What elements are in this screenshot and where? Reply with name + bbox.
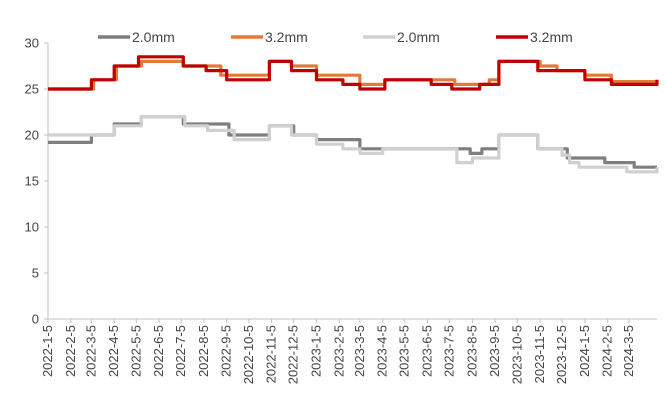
legend-label-1: 2.0mm bbox=[132, 29, 175, 45]
x-tick-label: 2023-7-5 bbox=[442, 325, 457, 377]
y-tick-label: 5 bbox=[32, 266, 39, 281]
x-tick-label: 2022-11-5 bbox=[264, 325, 279, 383]
x-tick-label: 2023-4-5 bbox=[375, 325, 390, 377]
legend-label-3: 2.0mm bbox=[397, 29, 440, 45]
x-tick-label: 2023-1-5 bbox=[308, 325, 323, 377]
y-tick-label: 20 bbox=[25, 128, 39, 143]
x-tick-label: 2024-2-5 bbox=[600, 325, 615, 377]
x-tick-label: 2022-7-5 bbox=[173, 325, 188, 377]
x-tick-label: 2023-8-5 bbox=[464, 325, 479, 377]
x-tick-label: 2023-9-5 bbox=[487, 325, 502, 377]
x-tick-label: 2022-4-5 bbox=[106, 325, 121, 377]
series-line-1 bbox=[48, 115, 657, 169]
x-tick-label: 2022-2-5 bbox=[63, 325, 78, 377]
y-tick-label: 15 bbox=[25, 174, 39, 189]
series-line-3 bbox=[48, 115, 659, 174]
x-tick-label: 2023-11-5 bbox=[532, 325, 547, 383]
x-tick-label: 2023-6-5 bbox=[420, 325, 435, 377]
x-tick-label: 2022-9-5 bbox=[219, 325, 234, 377]
axes: 0 5 10 15 20 25 30 2022-1-5 2022-2-5 2022-3-5 2022… bbox=[25, 36, 657, 384]
x-tick-label: 2022-3-5 bbox=[83, 325, 98, 377]
x-tick-label: 2023-10-5 bbox=[509, 325, 524, 384]
x-tick-label: 2024-1-5 bbox=[577, 325, 592, 377]
x-tick-label: 2022-1-5 bbox=[40, 325, 55, 377]
x-tick-label: 2022-10-5 bbox=[241, 325, 256, 384]
legend: 2.0mm 3.2mm 2.0mm 3.2mm bbox=[98, 29, 573, 45]
x-tick-label: 2023-5-5 bbox=[397, 325, 412, 377]
x-tick-label: 2023-12-5 bbox=[554, 325, 569, 384]
x-tick-label: 2022-12-5 bbox=[286, 325, 301, 384]
x-tick-label: 2022-8-5 bbox=[196, 325, 211, 377]
x-tick-label: 2023-2-5 bbox=[331, 325, 346, 377]
y-tick-label: 30 bbox=[25, 36, 39, 51]
x-tick-label: 2022-5-5 bbox=[128, 325, 143, 377]
y-tick-label: 25 bbox=[25, 82, 39, 97]
series-line-2 bbox=[48, 59, 657, 91]
y-tick-label: 0 bbox=[32, 312, 39, 327]
legend-label-4: 3.2mm bbox=[530, 29, 573, 45]
y-tick-label: 10 bbox=[25, 220, 39, 235]
x-tick-label: 2022-6-5 bbox=[151, 325, 166, 377]
legend-label-2: 3.2mm bbox=[265, 29, 308, 45]
x-tick-label: 2024-3-5 bbox=[621, 325, 636, 377]
x-tick-label: 2023-3-5 bbox=[352, 325, 367, 377]
series-lines bbox=[48, 55, 659, 174]
series-line-4 bbox=[48, 55, 659, 91]
